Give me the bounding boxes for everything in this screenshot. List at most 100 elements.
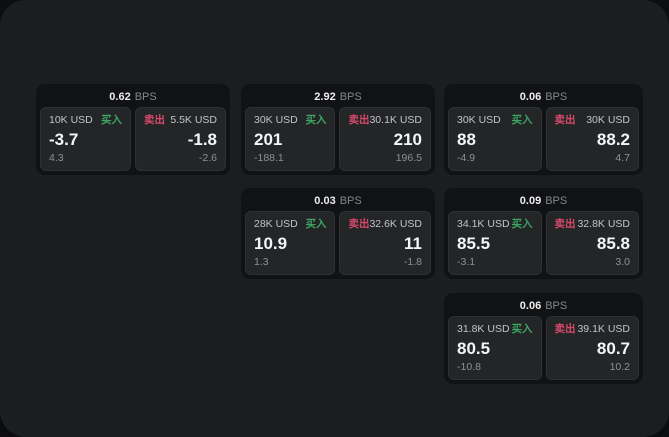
quote-card-4: 0.03 BPS 28K USD 买入 10.9 1.3 卖出 32.6K USD… (241, 188, 435, 279)
spread-value: 0.06 (519, 300, 542, 312)
buy-side-label: 买入 (511, 114, 533, 126)
buy-tile-top: 34.1K USD 买入 (457, 218, 533, 231)
buy-side-label: 买入 (101, 114, 122, 126)
sell-tile[interactable]: 卖出 30.1K USD 210 196.5 (339, 107, 431, 171)
buy-tile[interactable]: 30K USD 买入 201 -188.1 (245, 107, 336, 171)
buy-tile[interactable]: 34.1K USD 买入 85.5 -3.1 (448, 211, 542, 275)
sell-sub-value: -2.6 (198, 152, 217, 164)
buy-side-label: 买入 (511, 218, 533, 230)
buy-sub-value: -3.1 (457, 256, 476, 268)
sell-sub-value: 4.7 (615, 152, 630, 164)
quote-tiles: 34.1K USD 买入 85.5 -3.1 卖出 32.8K USD 85.8… (448, 211, 639, 275)
sell-amount: 30K USD (586, 114, 630, 126)
buy-sub-value: -188.1 (254, 152, 284, 164)
quote-card-2: 2.92 BPS 30K USD 买入 201 -188.1 卖出 30.1K U… (241, 84, 435, 175)
sell-tile[interactable]: 卖出 30K USD 88.2 4.7 (545, 107, 639, 171)
sell-amount: 30.1K USD (369, 114, 422, 126)
quote-tiles: 30K USD 买入 88 -4.9 卖出 30K USD 88.2 4.7 (448, 107, 639, 171)
buy-amount: 28K USD (254, 218, 298, 230)
sell-tile-top: 卖出 39.1K USD (555, 323, 631, 336)
sell-side-label: 卖出 (144, 114, 165, 126)
buy-amount: 30K USD (457, 114, 501, 126)
spread-unit: BPS (339, 91, 362, 103)
buy-tile-top: 30K USD 买入 (457, 114, 533, 127)
buy-sub-value: -10.8 (457, 361, 481, 373)
buy-tile[interactable]: 10K USD 买入 -3.7 4.3 (40, 107, 131, 171)
buy-tile[interactable]: 30K USD 买入 88 -4.9 (448, 107, 542, 171)
buy-tile-top: 28K USD 买入 (254, 218, 326, 231)
quote-tiles: 31.8K USD 买入 80.5 -10.8 卖出 39.1K USD 80.… (448, 316, 639, 380)
sell-tile-top: 卖出 30K USD (555, 114, 631, 127)
sell-side-label: 卖出 (554, 323, 576, 335)
spread-value: 2.92 (314, 91, 336, 103)
buy-price: 10.9 (254, 234, 288, 253)
sell-price: -1.8 (187, 130, 217, 149)
spread-header: 0.06 BPS (448, 88, 639, 107)
buy-tile-top: 10K USD 买入 (49, 114, 122, 127)
buy-price: -3.7 (49, 130, 79, 149)
buy-price: 88 (457, 130, 476, 149)
quote-tiles: 10K USD 买入 -3.7 4.3 卖出 5.5K USD -1.8 -2.… (40, 107, 226, 171)
buy-price: 85.5 (457, 234, 491, 253)
buy-amount: 10K USD (49, 114, 93, 126)
spread-header: 0.03 BPS (245, 192, 431, 211)
sell-side-label: 卖出 (348, 114, 370, 126)
sell-tile-top: 卖出 5.5K USD (144, 114, 217, 127)
quote-card-1: 0.62 BPS 10K USD 买入 -3.7 4.3 卖出 5.5K USD … (36, 84, 230, 175)
spread-header: 0.06 BPS (448, 297, 639, 316)
buy-amount: 34.1K USD (457, 218, 510, 230)
sell-tile-top: 卖出 32.8K USD (555, 218, 631, 231)
buy-tile[interactable]: 28K USD 买入 10.9 1.3 (245, 211, 336, 275)
quote-tiles: 30K USD 买入 201 -188.1 卖出 30.1K USD 210 1… (245, 107, 431, 171)
buy-amount: 30K USD (254, 114, 298, 126)
sell-tile[interactable]: 卖出 32.8K USD 85.8 3.0 (545, 211, 639, 275)
spread-header: 0.09 BPS (448, 192, 639, 211)
spread-value: 0.62 (109, 91, 131, 103)
buy-tile-top: 30K USD 买入 (254, 114, 326, 127)
spread-value: 0.09 (519, 195, 542, 207)
buy-side-label: 买入 (305, 218, 327, 230)
sell-price: 85.8 (596, 234, 630, 253)
spread-value: 0.03 (314, 195, 336, 207)
buy-amount: 31.8K USD (457, 323, 510, 335)
spread-unit: BPS (545, 91, 568, 103)
quote-card-5: 0.09 BPS 34.1K USD 买入 85.5 -3.1 卖出 32.8K … (444, 188, 643, 279)
sell-tile[interactable]: 卖出 32.6K USD 11 -1.8 (339, 211, 431, 275)
sell-amount: 39.1K USD (577, 323, 630, 335)
buy-tile-top: 31.8K USD 买入 (457, 323, 533, 336)
sell-price: 210 (393, 130, 422, 149)
spread-unit: BPS (545, 195, 568, 207)
buy-sub-value: 1.3 (254, 256, 269, 268)
sell-tile-top: 卖出 30.1K USD (348, 114, 422, 127)
sell-side-label: 卖出 (554, 218, 576, 230)
buy-tile[interactable]: 31.8K USD 买入 80.5 -10.8 (448, 316, 542, 380)
sell-amount: 32.6K USD (369, 218, 422, 230)
buy-price: 201 (254, 130, 283, 149)
sell-price: 80.7 (596, 339, 630, 358)
sell-amount: 32.8K USD (577, 218, 630, 230)
buy-sub-value: 4.3 (49, 152, 64, 164)
buy-price: 80.5 (457, 339, 491, 358)
sell-sub-value: 196.5 (395, 152, 422, 164)
sell-sub-value: -1.8 (403, 256, 422, 268)
sell-price: 88.2 (596, 130, 630, 149)
buy-side-label: 买入 (305, 114, 327, 126)
buy-sub-value: -4.9 (457, 152, 476, 164)
quote-tiles: 28K USD 买入 10.9 1.3 卖出 32.6K USD 11 -1.8 (245, 211, 431, 275)
sell-side-label: 卖出 (348, 218, 370, 230)
sell-tile[interactable]: 卖出 5.5K USD -1.8 -2.6 (135, 107, 226, 171)
spread-unit: BPS (134, 91, 157, 103)
spread-unit: BPS (545, 300, 568, 312)
spread-header: 2.92 BPS (245, 88, 431, 107)
sell-side-label: 卖出 (554, 114, 576, 126)
sell-tile[interactable]: 卖出 39.1K USD 80.7 10.2 (545, 316, 639, 380)
buy-side-label: 买入 (511, 323, 533, 335)
sell-sub-value: 10.2 (609, 361, 630, 373)
sell-amount: 5.5K USD (170, 114, 217, 126)
spread-header: 0.62 BPS (40, 88, 226, 107)
spread-value: 0.06 (519, 91, 542, 103)
quote-card-3: 0.06 BPS 30K USD 买入 88 -4.9 卖出 30K USD 88… (444, 84, 643, 175)
spread-unit: BPS (339, 195, 362, 207)
sell-sub-value: 3.0 (615, 256, 630, 268)
